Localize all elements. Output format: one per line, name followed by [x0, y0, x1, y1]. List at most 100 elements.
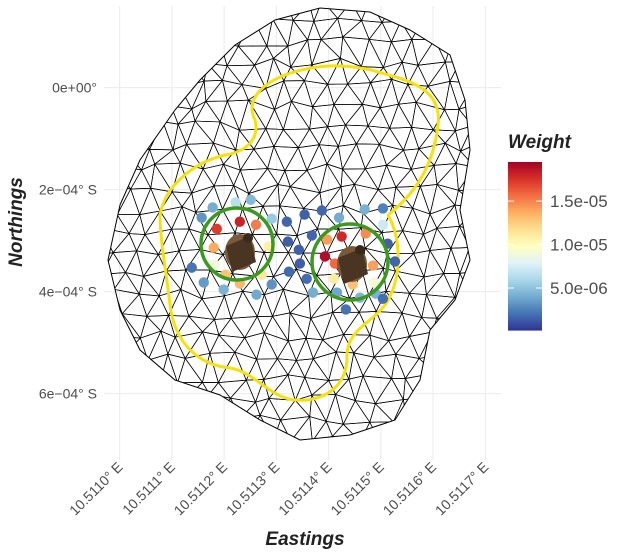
mesh-triangle: [147, 296, 169, 316]
mesh-triangle: [133, 38, 155, 68]
mesh-triangle: [296, 359, 313, 378]
mesh-triangle: [133, 398, 160, 422]
mesh-triangle: [476, 311, 499, 337]
mesh-triangle: [189, 416, 210, 444]
mesh-triangle: [323, 312, 344, 339]
mesh-triangle: [446, 0, 465, 20]
mesh-triangle: [209, 19, 233, 42]
mesh-triangle: [469, 292, 495, 311]
mesh-triangle: [283, 101, 309, 129]
mesh-triangle: [231, 316, 257, 337]
mesh-triangle: [255, 58, 274, 88]
mesh-triangle: [122, 67, 145, 82]
mesh-triangle: [458, 167, 483, 192]
point: [251, 289, 261, 299]
mesh-triangle: [221, 25, 239, 46]
mesh-triangle: [484, 209, 505, 234]
mesh-triangle: [362, 21, 383, 40]
mesh-triangle: [148, 18, 168, 38]
mesh-triangle: [278, 185, 290, 206]
mesh-triangle: [345, 104, 367, 126]
mesh-triangle: [467, 311, 488, 335]
x-tick-label: 10.5114° E: [275, 459, 335, 519]
mesh-triangle: [426, 273, 454, 297]
mesh-triangle: [437, 226, 460, 248]
mesh-triangle: [310, 107, 328, 129]
mesh-triangle: [308, 39, 321, 64]
mesh-triangle: [277, 359, 296, 375]
mesh-triangle: [117, 215, 140, 234]
point: [320, 251, 330, 261]
mesh-triangle: [286, 0, 309, 20]
mesh-triangle: [476, 334, 499, 360]
mesh-triangle: [478, 192, 495, 209]
mesh-triangle: [114, 0, 139, 19]
mesh-triangle: [307, 145, 327, 171]
point: [208, 243, 218, 253]
mesh-triangle: [222, 66, 242, 85]
mesh-triangle: [227, 418, 248, 441]
mesh-triangle: [100, 336, 114, 357]
mesh-triangle: [122, 416, 153, 443]
mesh-triangle: [321, 37, 343, 58]
mesh-triangle: [484, 20, 502, 47]
mesh-triangle: [390, 127, 412, 150]
mesh-triangle: [127, 338, 148, 360]
mesh-triangle: [391, 21, 411, 42]
mesh-triangle: [403, 127, 418, 150]
mesh-triangle: [369, 22, 391, 42]
mesh-triangle: [409, 0, 435, 23]
mesh-triangle: [370, 422, 394, 445]
mesh-triangle: [403, 231, 424, 254]
mesh-triangle: [439, 333, 465, 360]
mesh-triangle: [101, 228, 129, 253]
mesh-triangle: [96, 289, 114, 313]
legend-label: 5.0e-06: [550, 279, 608, 298]
mesh-triangle: [241, 415, 260, 441]
mesh-triangle: [125, 398, 143, 416]
mesh-triangle: [469, 20, 489, 47]
mesh-triangle: [291, 101, 312, 129]
mesh-triangle: [90, 0, 114, 25]
mesh-triangle: [92, 122, 114, 143]
mesh-triangle: [391, 39, 411, 62]
mesh-triangle: [266, 109, 284, 129]
mesh-triangle: [449, 333, 477, 360]
mesh-triangle: [455, 205, 478, 226]
mesh-triangle: [354, 169, 378, 190]
mesh-triangle: [188, 394, 209, 415]
point: [378, 220, 388, 230]
mesh-triangle: [277, 341, 296, 360]
mesh-triangle: [435, 20, 451, 46]
mesh-triangle: [291, 81, 312, 107]
mesh-triangle: [446, 419, 462, 440]
point: [230, 197, 240, 207]
mesh-triangle: [218, 417, 240, 442]
mesh-triangle: [265, 0, 286, 19]
mesh-triangle: [392, 79, 408, 104]
mesh-triangle: [488, 293, 501, 311]
mesh-triangle: [368, 126, 390, 144]
mesh-triangle: [102, 352, 127, 377]
mesh-triangle: [160, 207, 182, 229]
mesh-triangle: [393, 419, 406, 444]
mesh-triangle: [114, 126, 138, 151]
mesh-triangle: [412, 23, 435, 39]
mesh-triangle: [389, 337, 410, 355]
x-tick-label: 10.5112° E: [171, 459, 231, 519]
mesh-triangle: [273, 0, 294, 20]
mesh-triangle: [131, 170, 151, 189]
mesh-triangle: [361, 39, 383, 67]
mesh-triangle: [470, 248, 494, 270]
mesh-triangle: [173, 144, 187, 163]
mesh-triangle: [348, 83, 371, 105]
mesh-triangle: [437, 205, 460, 228]
mesh-triangle: [187, 38, 207, 63]
mesh-triangle: [98, 25, 112, 46]
mesh-triangle: [275, 101, 292, 129]
mesh-triangle: [449, 0, 473, 19]
mesh-triangle: [478, 207, 495, 234]
mesh-triangle: [137, 251, 159, 277]
mesh-triangle: [382, 4, 401, 22]
mesh-triangle: [133, 416, 160, 443]
